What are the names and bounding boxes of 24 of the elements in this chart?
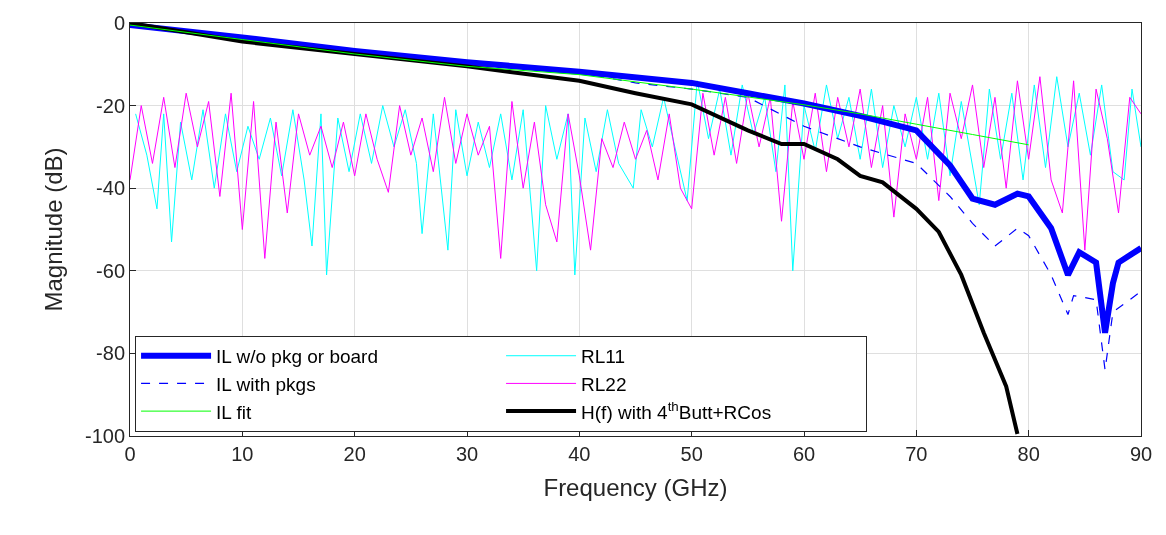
x-tick-label: 50 bbox=[680, 443, 703, 465]
x-tick-label: 20 bbox=[343, 443, 366, 465]
legend-label: IL with pkgs bbox=[216, 373, 316, 395]
y-tick-label: 0 bbox=[113, 12, 125, 34]
legend-label: RL22 bbox=[581, 373, 627, 395]
x-tick-label: 70 bbox=[905, 443, 928, 465]
x-tick-label: 30 bbox=[455, 443, 479, 465]
x-tick-label: 40 bbox=[568, 443, 591, 465]
legend-label: H(f) with 4$^{th}$Butt+RCos bbox=[581, 398, 772, 423]
legend-label: IL w/o pkg or board bbox=[216, 346, 379, 368]
y-tick-label: -100 bbox=[84, 425, 125, 447]
x-axis-title: Frequency (GHz) bbox=[543, 474, 728, 502]
y-axis-title: Magnitude (dB) bbox=[40, 147, 68, 312]
x-tick-label: 60 bbox=[792, 443, 816, 465]
legend-label: RL11 bbox=[581, 346, 626, 368]
y-tick-label: -40 bbox=[96, 177, 125, 200]
x-tick-label: 80 bbox=[1017, 443, 1040, 465]
y-tick-label: -80 bbox=[96, 342, 125, 365]
legend-label: IL fit bbox=[216, 401, 252, 423]
x-tick-label: 10 bbox=[231, 443, 254, 465]
y-tick-label: -20 bbox=[96, 94, 125, 117]
y-tick-label: -60 bbox=[96, 259, 125, 282]
x-tick-label: 90 bbox=[1129, 443, 1153, 465]
line-series bbox=[130, 24, 1030, 146]
